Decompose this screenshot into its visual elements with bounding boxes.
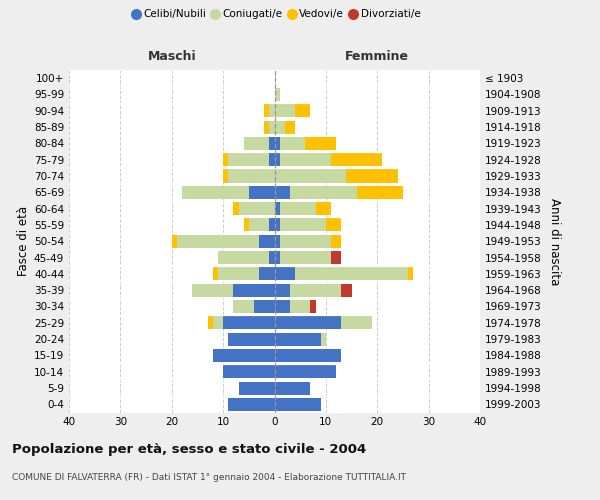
Bar [213,316,223,330]
Bar [290,284,341,296]
Bar [275,349,341,362]
Bar [331,153,382,166]
Bar [223,170,228,182]
Bar [275,218,280,232]
Bar [269,120,275,134]
Bar [316,202,331,215]
Bar [275,186,290,199]
Bar [275,365,336,378]
Bar [193,284,233,296]
Bar [182,186,249,199]
Bar [280,153,331,166]
Bar [275,316,341,330]
Bar [233,202,239,215]
Bar [275,251,280,264]
Bar [223,316,275,330]
Bar [331,234,341,248]
Bar [254,300,275,313]
Bar [218,251,269,264]
Bar [275,170,346,182]
Bar [228,153,269,166]
Y-axis label: Anni di nascita: Anni di nascita [548,198,561,285]
Bar [275,104,295,118]
Bar [208,316,213,330]
Bar [310,300,316,313]
Bar [249,218,269,232]
Bar [228,170,275,182]
Bar [326,218,341,232]
Bar [331,251,341,264]
Bar [290,186,357,199]
Bar [213,349,275,362]
Bar [269,153,275,166]
Bar [280,137,305,150]
Bar [356,186,403,199]
Bar [269,137,275,150]
Bar [280,234,331,248]
Bar [346,170,398,182]
Y-axis label: Fasce di età: Fasce di età [17,206,30,276]
Bar [228,398,275,411]
Bar [259,268,275,280]
Bar [259,234,275,248]
Bar [269,251,275,264]
Bar [239,382,275,394]
Bar [295,268,408,280]
Bar [233,284,275,296]
Bar [244,218,249,232]
Bar [275,153,280,166]
Text: Maschi: Maschi [148,50,196,62]
Bar [321,332,326,345]
Bar [213,268,218,280]
Bar [295,104,310,118]
Text: Femmine: Femmine [345,50,409,62]
Bar [264,120,269,134]
Bar [275,332,321,345]
Legend: Celibi/Nubili, Coniugati/e, Vedovi/e, Divorziati/e: Celibi/Nubili, Coniugati/e, Vedovi/e, Di… [127,5,425,24]
Bar [408,268,413,280]
Bar [275,234,280,248]
Bar [275,137,280,150]
Bar [177,234,259,248]
Bar [341,284,352,296]
Bar [275,398,321,411]
Bar [223,153,228,166]
Bar [275,120,285,134]
Bar [341,316,372,330]
Bar [269,104,275,118]
Text: Popolazione per età, sesso e stato civile - 2004: Popolazione per età, sesso e stato civil… [12,442,366,456]
Text: COMUNE DI FALVATERRA (FR) - Dati ISTAT 1° gennaio 2004 - Elaborazione TUTTITALIA: COMUNE DI FALVATERRA (FR) - Dati ISTAT 1… [12,472,406,482]
Bar [249,186,275,199]
Bar [275,88,280,101]
Bar [280,251,331,264]
Bar [269,218,275,232]
Bar [280,218,326,232]
Bar [290,300,310,313]
Bar [223,365,275,378]
Bar [244,137,269,150]
Bar [228,332,275,345]
Bar [275,382,310,394]
Bar [275,284,290,296]
Bar [264,104,269,118]
Bar [280,202,316,215]
Bar [305,137,336,150]
Bar [172,234,177,248]
Bar [233,300,254,313]
Bar [275,268,295,280]
Bar [218,268,259,280]
Bar [285,120,295,134]
Bar [275,202,280,215]
Bar [275,300,290,313]
Bar [239,202,275,215]
